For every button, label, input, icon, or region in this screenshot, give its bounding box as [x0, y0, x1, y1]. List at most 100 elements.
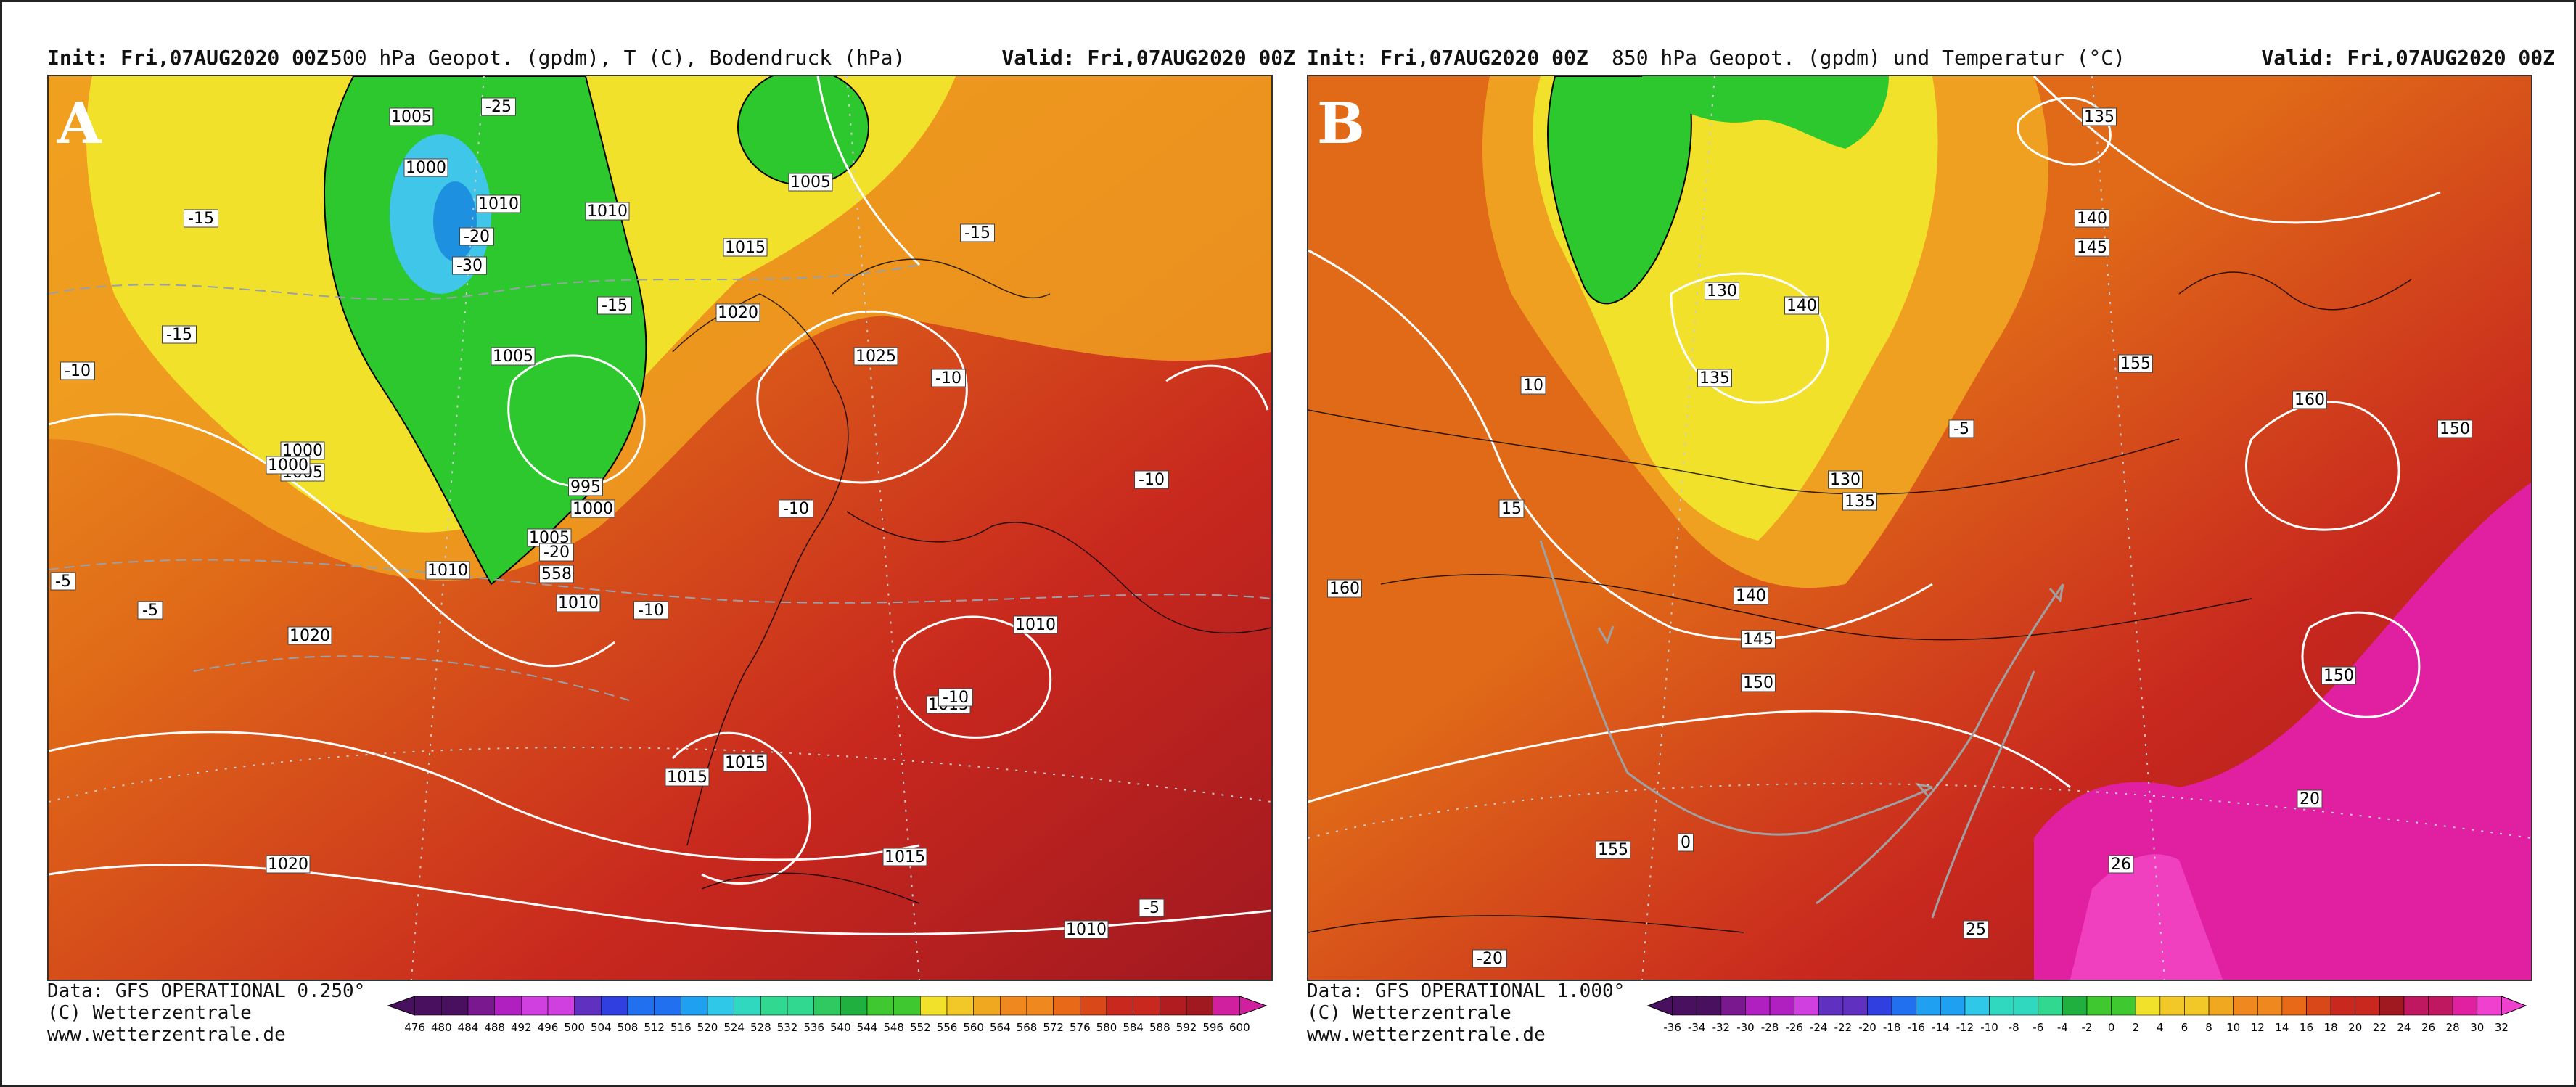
panel-a-contour-label: 1020	[287, 626, 332, 645]
colorbar-tick-label: -32	[1712, 1021, 1731, 1034]
colorbar-swatch	[654, 996, 681, 1016]
panel-b-header: Init: Fri,07AUG2020 00Z 850 hPa Geopot. …	[1307, 40, 2555, 75]
svg-text:1025: 1025	[856, 348, 896, 366]
panel-a-contour-label: 1015	[882, 848, 927, 866]
colorbar-swatch	[1964, 996, 1990, 1016]
panel-b-contour-label: 135	[1842, 492, 1877, 511]
panel-a-contour-label: 1010	[1064, 920, 1109, 939]
svg-text:135: 135	[1699, 369, 1730, 387]
colorbar-swatch	[1106, 996, 1133, 1016]
colorbar-b: -36 -34 -32 -30 -28 -26 -24 -22 -20 -18 -16 -14 -12-…	[1646, 996, 2527, 1034]
colorbar-swatch	[1818, 996, 1844, 1016]
colorbar-swatch	[2355, 996, 2380, 1016]
panel-a-contour-label: 1010	[425, 561, 470, 580]
panel-b-contour-label: 15	[1498, 499, 1525, 518]
data-source: Data: GFS OPERATIONAL 1.000°	[1307, 980, 1625, 1002]
colorbar-tick-label: 492	[511, 1021, 532, 1034]
svg-text:-15: -15	[964, 224, 990, 242]
panel-b-contour-label: 160	[2292, 390, 2327, 409]
colorbar-tick-label: 0	[2108, 1021, 2115, 1034]
svg-text:1015: 1015	[667, 768, 707, 787]
panel-a-contour-label: 1010	[556, 594, 601, 612]
colorbar-swatch	[1989, 996, 2014, 1016]
panel-b-contour-label: 140	[1734, 586, 1768, 605]
colorbar-tick-label: -2	[2082, 1021, 2093, 1034]
colorbar-swatch	[1769, 996, 1794, 1016]
svg-text:1015: 1015	[725, 754, 766, 772]
colorbar-tick-label: 504	[591, 1021, 612, 1034]
panel-a-contour-label: -10	[60, 361, 95, 380]
colorbar-tick-label: -24	[1810, 1021, 1828, 1034]
panel-a-contour-label: -30	[452, 256, 487, 275]
colorbar-swatch	[1186, 996, 1213, 1016]
colorbar-swatch	[521, 996, 549, 1016]
panel-b-contour-label: 150	[2437, 419, 2472, 438]
init-time: Init: Fri,07AUG2020 00Z	[47, 46, 329, 70]
colorbar-tick-label: 488	[484, 1021, 505, 1034]
map-graphic: 1351401451301401351551601501301351401451…	[1308, 76, 2531, 980]
colorbar-tick-label: 564	[990, 1021, 1011, 1034]
colorbar-tick-label: 16	[2300, 1021, 2313, 1034]
greenland-cold-zone	[1546, 76, 1692, 305]
svg-text:1020: 1020	[290, 627, 330, 645]
colorbar-tick-label: 28	[2446, 1021, 2460, 1034]
colorbar-swatch	[2306, 996, 2331, 1016]
colorbar-swatch	[1080, 996, 1107, 1016]
svg-text:-30: -30	[456, 257, 483, 275]
panel-a-contour-label: 1010	[585, 202, 630, 221]
svg-text:1020: 1020	[718, 304, 758, 322]
hot-core-zone	[2070, 854, 2223, 980]
svg-text:145: 145	[2077, 239, 2107, 257]
panel-a-contour-label: 995	[568, 477, 603, 496]
colorbar-swatch	[2038, 996, 2063, 1016]
colorbar-tick-label: 22	[2373, 1021, 2387, 1034]
colorbar-swatch	[1213, 996, 1240, 1016]
svg-text:10: 10	[1523, 377, 1543, 395]
panel-a-contour-label: 1000	[403, 158, 448, 177]
svg-text:25: 25	[1966, 921, 1986, 939]
colorbar-swatch	[2403, 996, 2429, 1016]
panel-a-contour-label: 558	[539, 565, 574, 583]
svg-text:135: 135	[2084, 108, 2114, 126]
colorbar-swatch	[547, 996, 575, 1016]
colorbar-tick-label: 484	[458, 1021, 479, 1034]
colorbar-tick-label: -18	[1883, 1021, 1901, 1034]
svg-text:140: 140	[1787, 297, 1817, 315]
colorbar-tick-label: 4	[2157, 1021, 2164, 1034]
svg-text:1015: 1015	[885, 848, 925, 866]
svg-text:558: 558	[541, 565, 572, 583]
colorbar-swatch	[973, 996, 1001, 1016]
colorbar-tick-label: -12	[1956, 1021, 1974, 1034]
colorbar-tick-label: 588	[1149, 1021, 1170, 1034]
colorbar-swatch	[1026, 996, 1054, 1016]
panel-a-contour-label: 1005	[491, 347, 536, 366]
colorbar-tick-label: 532	[777, 1021, 798, 1034]
panel-letter-a: A	[57, 91, 102, 157]
svg-text:-5: -5	[55, 573, 71, 591]
colorbar-tick-label: 12	[2251, 1021, 2265, 1034]
colorbar-swatch	[494, 996, 522, 1016]
svg-text:-15: -15	[188, 210, 214, 228]
colorbar-tick-label: 596	[1202, 1021, 1223, 1034]
colorbar-swatch	[2184, 996, 2210, 1016]
svg-text:-5: -5	[1953, 420, 1969, 438]
colorbar-tick-label: 540	[830, 1021, 851, 1034]
colorbar-tick-label: -30	[1736, 1021, 1755, 1034]
colorbar-swatch	[1720, 996, 1746, 1016]
panel-a-contour-label: -15	[162, 325, 197, 344]
svg-text:155: 155	[2120, 355, 2151, 373]
colorbar-tick-label: 576	[1070, 1021, 1091, 1034]
weather-map-500hpa: 1005 1000 1010 1010 1005 1015 1020 1025 1005 1000…	[47, 75, 1273, 981]
colorbar-tick-label: 592	[1176, 1021, 1197, 1034]
panel-b-contour-label: 150	[1741, 673, 1776, 692]
panel-a-contour-label: 1005	[389, 107, 434, 126]
panel-b-contour-label: 135	[2082, 107, 2117, 126]
svg-text:1015: 1015	[725, 239, 766, 257]
colorbar-swatch	[1916, 996, 1941, 1016]
svg-text:1005: 1005	[790, 173, 831, 192]
svg-text:130: 130	[1830, 471, 1861, 489]
panel-b-contour-label: 140	[1784, 296, 1819, 315]
colorbar-tick-label: -10	[1980, 1021, 1998, 1034]
colorbar-tick-label: 32	[2495, 1021, 2509, 1034]
